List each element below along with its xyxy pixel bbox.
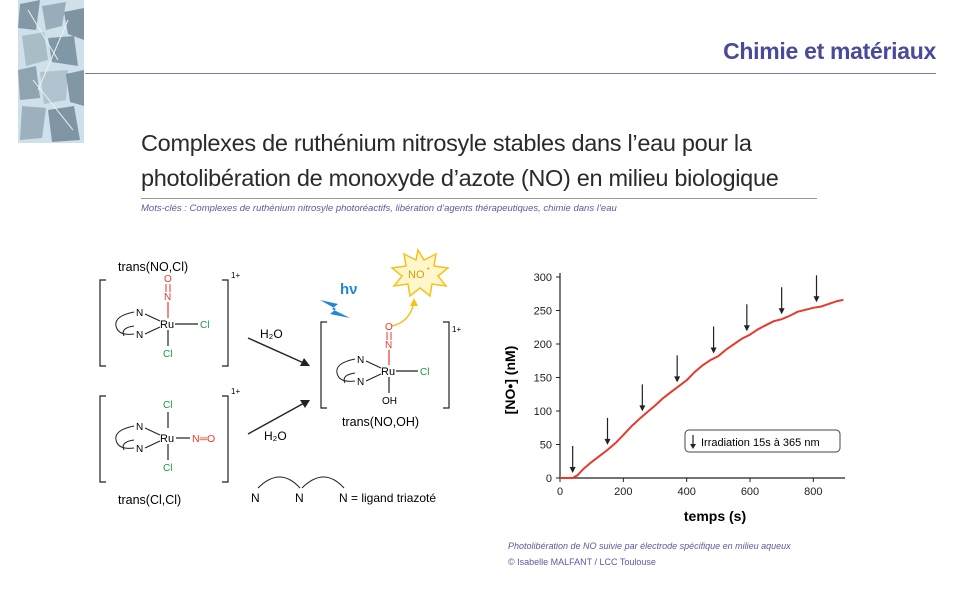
- chart-x-axis-label: temps (s): [684, 508, 746, 524]
- n-ligand-product-2: N: [357, 377, 364, 388]
- label-trans-cl-cl: trans(Cl,Cl): [118, 493, 181, 507]
- article-title: Complexes de ruthénium nitrosyle stables…: [141, 126, 841, 196]
- figure-credit: © Isabelle MALFANT / LCC Toulouse: [508, 557, 656, 567]
- section-title: Chimie et matériaux: [723, 38, 936, 64]
- charge-bottom: 1+: [231, 387, 240, 396]
- ligand-legend: N N N = ligand triazoté: [251, 476, 436, 505]
- x-tick-label: 200: [614, 486, 632, 498]
- label-trans-no-oh: trans(NO,OH): [342, 415, 419, 429]
- figure-caption: Photolibération de NO suivie par électro…: [508, 541, 791, 551]
- no-release-chart: 0 50 100 150 200 250 300 0 200 400 600 800 temps (s…: [502, 272, 845, 524]
- no-group-bottom: N═O: [192, 433, 215, 445]
- irradiation-arrow-head: [639, 405, 646, 412]
- o-atom-product: O: [385, 322, 393, 333]
- legend-text: N = ligand triazoté: [339, 491, 436, 505]
- chart-axes: [559, 273, 845, 479]
- n-atom-product: N: [385, 340, 392, 351]
- reaction-scheme: trans(NO,Cl) 1+ Ru N O Cl Cl N N Cl Ru N…: [99, 247, 461, 507]
- complex-top: Ru N O Cl Cl N N: [115, 274, 209, 360]
- title-divider: [141, 198, 817, 199]
- cl-atom-top-bottom: Cl: [163, 349, 172, 360]
- crystal-thumbnail-image: [18, 0, 84, 143]
- ru-atom-top: Ru: [160, 319, 174, 331]
- n-ligand-top-2: N: [136, 330, 143, 341]
- no-release-label: NO: [408, 269, 425, 281]
- series-line-0: [560, 298, 844, 479]
- irradiation-arrow-head: [674, 376, 681, 383]
- no-release-radical: •: [427, 266, 430, 273]
- chart-y-axis-label: [NO•] (nM): [502, 346, 518, 415]
- ru-atom-bottom: Ru: [160, 433, 174, 445]
- irradiation-arrow-head: [604, 438, 611, 445]
- irradiation-arrows: [569, 275, 820, 473]
- irradiation-arrow-head: [778, 308, 785, 315]
- water-label-top: H₂O: [260, 327, 283, 341]
- complex-bottom: Cl Ru N═O Cl N N: [115, 400, 215, 474]
- article-title-line1: Complexes de ruthénium nitrosyle stables…: [141, 130, 752, 156]
- ru-atom-product: Ru: [381, 366, 395, 378]
- y-tick-label: 200: [534, 339, 552, 351]
- legend-n-1: N: [251, 491, 260, 505]
- water-label-bottom: H₂O: [264, 429, 287, 443]
- no-release-burst: NO •: [390, 247, 450, 298]
- n-ligand-bottom-2: N: [136, 444, 143, 455]
- label-trans-no-cl: trans(NO,Cl): [118, 260, 188, 274]
- y-tick-label: 150: [534, 373, 552, 385]
- irradiation-arrow-head: [710, 347, 717, 354]
- y-tick-label: 250: [534, 306, 552, 318]
- chart-series: [560, 298, 844, 479]
- article-title-line2: photolibération de monoxyde d’azote (NO)…: [141, 165, 779, 191]
- y-tick-label: 50: [540, 440, 552, 452]
- y-tick-label: 100: [534, 406, 552, 418]
- cl-atom-bottom-top: Cl: [163, 400, 172, 411]
- cl-atom-bottom-bottom: Cl: [163, 463, 172, 474]
- n-atom-top: N: [164, 292, 171, 303]
- n-ligand-top-1: N: [136, 308, 143, 319]
- irradiation-legend-text: Irradiation 15s à 365 nm: [701, 437, 820, 449]
- o-atom-top: O: [164, 274, 172, 285]
- x-tick-label: 600: [741, 486, 759, 498]
- light-label: hν: [340, 281, 358, 298]
- keywords: Mots-clés : Complexes de ruthénium nitro…: [141, 203, 617, 214]
- x-tick-label: 800: [804, 486, 822, 498]
- n-ligand-product-1: N: [357, 355, 364, 366]
- irradiation-legend-box: Irradiation 15s à 365 nm: [684, 429, 841, 453]
- oh-group-product: OH: [382, 396, 397, 407]
- header-divider: [85, 73, 936, 74]
- y-tick-label: 0: [546, 473, 552, 485]
- charge-product: 1+: [452, 325, 461, 334]
- cl-atom-top-right: Cl: [200, 320, 209, 331]
- x-tick-label: 0: [557, 486, 563, 498]
- cl-atom-product: Cl: [420, 367, 429, 378]
- x-tick-label: 400: [677, 486, 695, 498]
- charge-top: 1+: [231, 271, 240, 280]
- irradiation-arrow-head: [743, 325, 750, 332]
- legend-n-2: N: [295, 491, 304, 505]
- complex-product: Ru N O Cl OH N N: [336, 322, 429, 407]
- chart-ticks: 0 50 100 150 200 250 300 0 200 400 600 800: [534, 272, 823, 498]
- y-tick-label: 300: [534, 272, 552, 284]
- irradiation-arrow-head: [813, 296, 820, 303]
- irradiation-arrow-head: [569, 467, 576, 473]
- lightning-icon: [320, 300, 350, 318]
- n-ligand-bottom-1: N: [136, 422, 143, 433]
